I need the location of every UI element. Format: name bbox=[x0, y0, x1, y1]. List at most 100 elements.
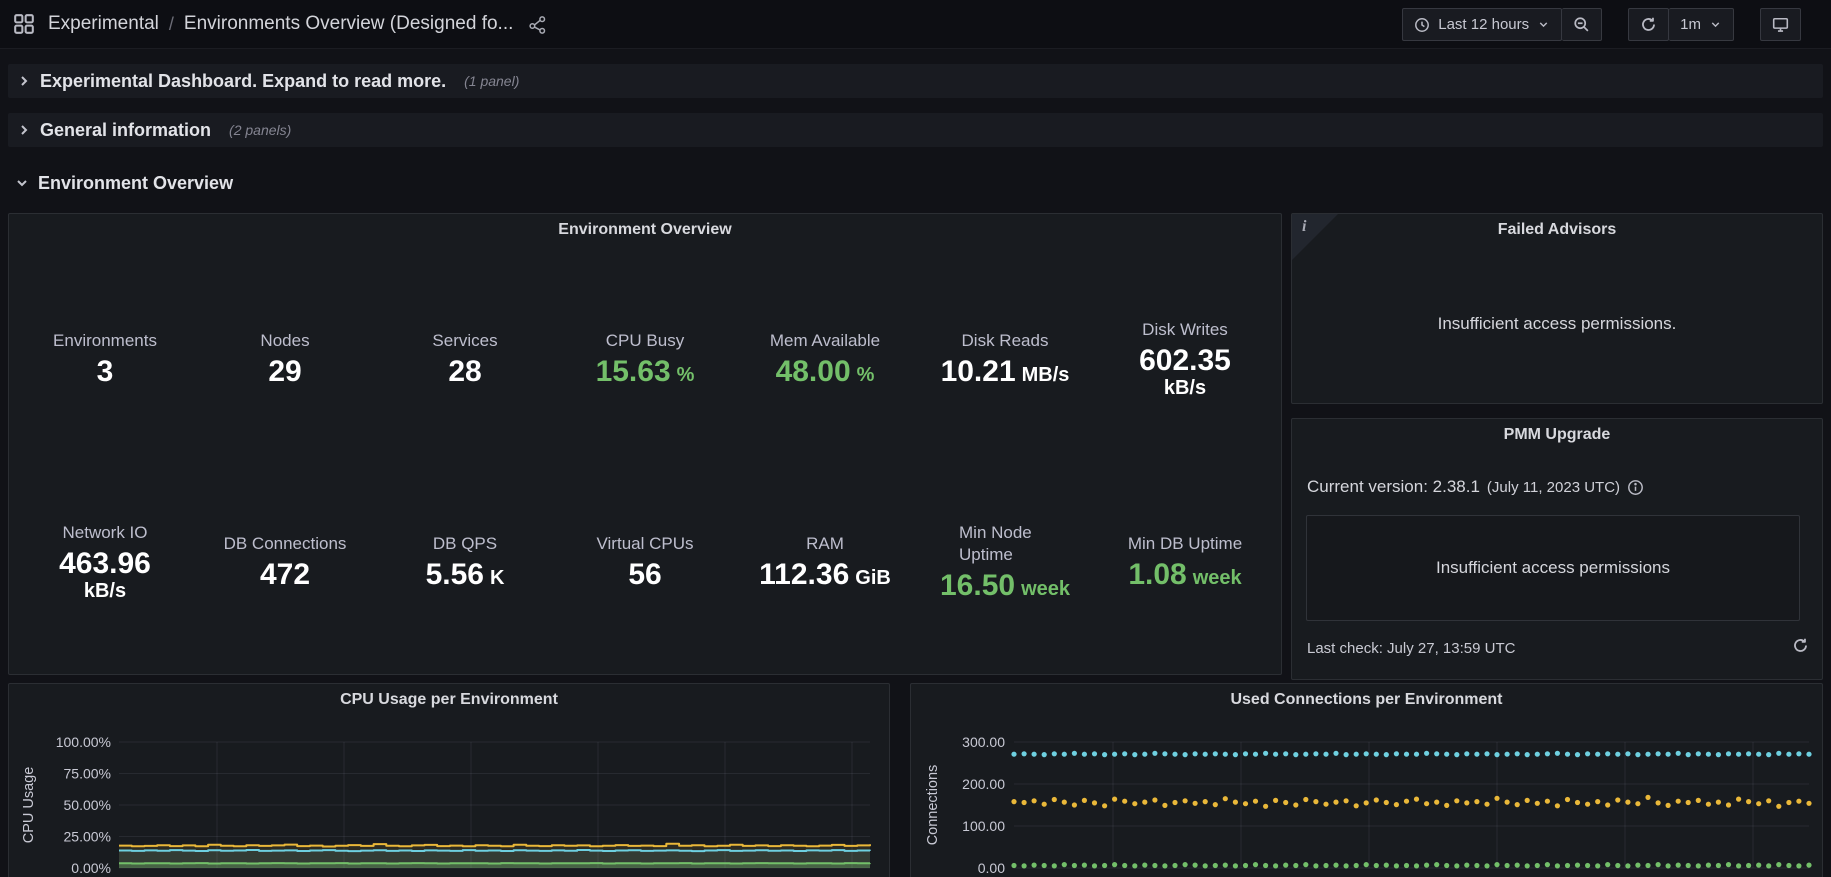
zoom-out-icon bbox=[1573, 16, 1590, 33]
panel-title[interactable]: CPU Usage per Environment bbox=[340, 691, 558, 708]
time-range-button[interactable]: Last 12 hours bbox=[1402, 8, 1563, 41]
time-range-label: Last 12 hours bbox=[1438, 16, 1530, 33]
clock-icon bbox=[1414, 17, 1430, 33]
stat-value: 15.63% bbox=[595, 355, 695, 389]
top-nav: Experimental / Environments Overview (De… bbox=[0, 0, 1831, 49]
stat-label: Mem Available bbox=[769, 331, 881, 351]
panel-pmm-upgrade: PMM Upgrade Current version: 2.38.1 (Jul… bbox=[1291, 418, 1823, 680]
pmm-upgrade-message: Insufficient access permissions bbox=[1306, 515, 1800, 621]
svg-text:Connections: Connections bbox=[925, 765, 941, 846]
kiosk-mode-button[interactable] bbox=[1760, 8, 1801, 41]
stat-mem-available: Mem Available 48.00% bbox=[735, 258, 915, 461]
stat-value: 56 bbox=[628, 558, 662, 592]
svg-text:0.00: 0.00 bbox=[978, 860, 1005, 876]
stat-label: Environments bbox=[53, 331, 157, 351]
apps-grid-icon[interactable] bbox=[13, 13, 35, 35]
row-title: Environment Overview bbox=[38, 172, 234, 193]
stat-value: 463.96 kB/s bbox=[59, 546, 151, 603]
stat-nodes: Nodes 29 bbox=[195, 258, 375, 461]
panel-title[interactable]: PMM Upgrade bbox=[1503, 426, 1611, 443]
share-icon[interactable] bbox=[528, 15, 547, 34]
stat-value: 16.50 week bbox=[939, 569, 1070, 603]
used-connections-chart[interactable]: 0.00 100.00 200.00 300.00 Connections bbox=[911, 684, 1822, 877]
panel-title[interactable]: Failed Advisors bbox=[1497, 221, 1617, 238]
stat-value: 112.36 GiB bbox=[759, 558, 891, 592]
stat-label: DB Connections bbox=[223, 534, 347, 554]
refresh-interval-button[interactable]: 1m bbox=[1669, 8, 1734, 41]
stat-label: Disk Writes bbox=[1142, 319, 1228, 339]
row-panel-count: (2 panels) bbox=[229, 122, 292, 138]
stat-value: 602.35 kB/s bbox=[1139, 343, 1231, 400]
row-title: General information bbox=[40, 119, 212, 140]
svg-text:300.00: 300.00 bbox=[962, 734, 1005, 750]
breadcrumb-separator: / bbox=[168, 13, 174, 34]
chevron-down-icon bbox=[1709, 18, 1722, 31]
stat-label: RAM bbox=[806, 534, 844, 554]
svg-text:25.00%: 25.00% bbox=[64, 829, 111, 845]
refresh-controls: 1m bbox=[1628, 8, 1734, 41]
panel-cpu-usage-per-environment: CPU Usage per Environment 0.00% 25.00% 50.… bbox=[8, 683, 890, 877]
refresh-icon bbox=[1640, 16, 1657, 33]
stat-cpu-busy: CPU Busy 15.63% bbox=[555, 258, 735, 461]
current-version-date: (July 11, 2023 UTC) bbox=[1486, 478, 1621, 496]
svg-text:100.00: 100.00 bbox=[962, 818, 1005, 834]
stat-value: 472 bbox=[259, 558, 311, 592]
panel-info-corner[interactable] bbox=[1292, 214, 1338, 260]
stat-value: 1.08 week bbox=[1128, 558, 1242, 592]
row-header-experimental-dashboard[interactable]: Experimental Dashboard. Expand to read m… bbox=[8, 64, 1823, 98]
stat-value: 48.00% bbox=[775, 355, 875, 389]
stat-services: Services 28 bbox=[375, 258, 555, 461]
current-version-text: Current version: 2.38.1 bbox=[1307, 477, 1480, 496]
panel-environment-overview: Environment Overview Environments 3 Node… bbox=[8, 213, 1282, 675]
stat-environments: Environments 3 bbox=[15, 258, 195, 461]
chevron-down-icon bbox=[1537, 18, 1550, 31]
breadcrumb: Experimental / Environments Overview (De… bbox=[0, 13, 547, 35]
stat-value: 28 bbox=[448, 355, 482, 389]
stat-min-node-uptime: Min Node Uptime 16.50 week bbox=[915, 461, 1095, 664]
stat-min-db-uptime: Min DB Uptime 1.08 week bbox=[1095, 461, 1275, 664]
svg-text:50.00%: 50.00% bbox=[64, 797, 111, 813]
breadcrumb-dashboard-title: Environments Overview (Designed fo... bbox=[183, 13, 514, 34]
stat-disk-writes: Disk Writes 602.35 kB/s bbox=[1095, 258, 1275, 461]
view-controls bbox=[1760, 8, 1801, 41]
stat-label: Services bbox=[432, 331, 498, 351]
row-header-general-information[interactable]: General information (2 panels) bbox=[8, 113, 1823, 147]
panel-title[interactable]: Used Connections per Environment bbox=[1230, 691, 1503, 708]
check-update-refresh-icon[interactable] bbox=[1792, 637, 1809, 654]
breadcrumb-folder[interactable]: Experimental bbox=[48, 13, 159, 34]
cpu-usage-chart[interactable]: 0.00% 25.00% 50.00% 75.00% 100.00% CPU Usage bbox=[9, 684, 889, 877]
stat-db-qps: DB QPS 5.56 K bbox=[375, 461, 555, 664]
row-header-environment-overview[interactable]: Environment Overview bbox=[8, 166, 1823, 200]
panel-title[interactable]: Environment Overview bbox=[558, 221, 732, 238]
refresh-button[interactable] bbox=[1628, 8, 1670, 41]
pmm-last-check: Last check: July 27, 13:59 UTC bbox=[1307, 640, 1516, 657]
stat-label: CPU Busy bbox=[605, 331, 685, 351]
monitor-icon bbox=[1772, 16, 1789, 33]
chevron-down-icon bbox=[14, 175, 30, 191]
row-panel-count: (1 panel) bbox=[464, 73, 520, 89]
stat-db-connections: DB Connections 472 bbox=[195, 461, 375, 664]
stat-label: Virtual CPUs bbox=[596, 534, 694, 554]
stat-value: 29 bbox=[268, 355, 302, 389]
failed-advisors-message: Insufficient access permissions. bbox=[1437, 313, 1677, 333]
panel-used-connections-per-environment: Used Connections per Environment 0.00 100… bbox=[910, 683, 1823, 877]
stat-value: 10.21 MB/s bbox=[940, 355, 1070, 389]
info-circle-icon[interactable] bbox=[1627, 479, 1644, 496]
row-title: Experimental Dashboard. Expand to read m… bbox=[40, 70, 447, 91]
zoom-out-button[interactable] bbox=[1562, 8, 1603, 41]
chevron-right-icon bbox=[16, 73, 32, 89]
svg-text:75.00%: 75.00% bbox=[64, 766, 111, 782]
svg-text:CPU Usage: CPU Usage bbox=[21, 767, 37, 844]
svg-text:0.00%: 0.00% bbox=[71, 860, 111, 876]
refresh-interval-label: 1m bbox=[1680, 16, 1701, 33]
stat-label: Network IO bbox=[62, 522, 148, 542]
svg-text:100.00%: 100.00% bbox=[56, 734, 111, 750]
stat-ram: RAM 112.36 GiB bbox=[735, 461, 915, 664]
stat-network-io: Network IO 463.96 kB/s bbox=[15, 461, 195, 664]
stat-label: Nodes bbox=[260, 331, 310, 351]
stats-grid: Environments 3 Nodes 29 Services 28 CPU … bbox=[15, 258, 1275, 664]
chevron-right-icon bbox=[16, 122, 32, 138]
stat-label: DB QPS bbox=[432, 534, 498, 554]
nav-toolbar: Last 12 hours bbox=[1402, 8, 1801, 41]
